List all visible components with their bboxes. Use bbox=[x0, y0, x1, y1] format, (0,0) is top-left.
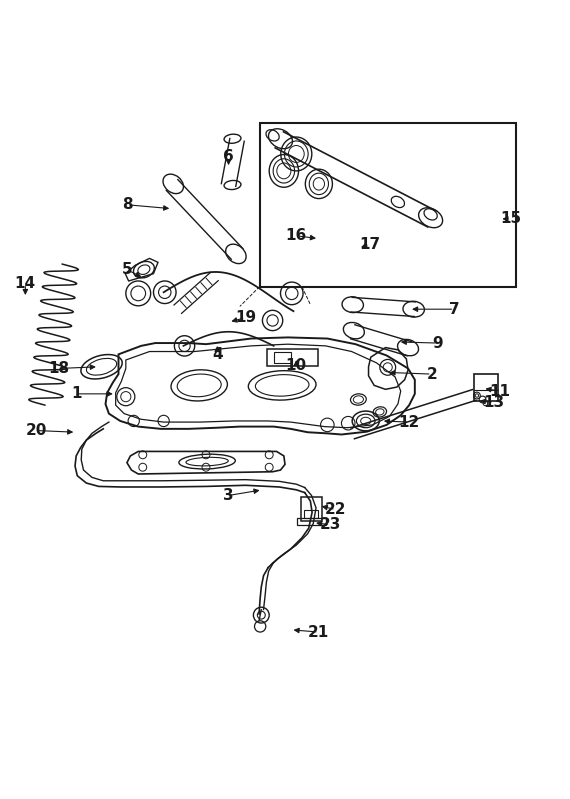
Text: 22: 22 bbox=[325, 502, 347, 517]
Text: 2: 2 bbox=[426, 367, 437, 382]
Text: 3: 3 bbox=[223, 488, 234, 503]
Text: 7: 7 bbox=[449, 302, 459, 316]
Text: 6: 6 bbox=[223, 149, 234, 165]
Text: 20: 20 bbox=[26, 423, 47, 438]
Text: 9: 9 bbox=[432, 336, 443, 351]
Text: 23: 23 bbox=[319, 517, 341, 532]
Text: 11: 11 bbox=[489, 384, 510, 399]
Text: 21: 21 bbox=[308, 625, 329, 639]
Bar bbox=[274, 352, 291, 363]
Text: 15: 15 bbox=[500, 212, 522, 226]
Bar bbox=[301, 497, 322, 521]
Text: 1: 1 bbox=[71, 387, 82, 401]
Text: 19: 19 bbox=[235, 310, 256, 325]
Text: 8: 8 bbox=[121, 197, 132, 213]
Bar bbox=[298, 518, 325, 525]
Bar bbox=[267, 348, 317, 366]
Text: 17: 17 bbox=[359, 237, 380, 252]
Text: 12: 12 bbox=[398, 415, 420, 430]
Text: 16: 16 bbox=[286, 229, 307, 244]
Text: 4: 4 bbox=[212, 347, 222, 362]
Text: 13: 13 bbox=[483, 395, 504, 410]
Bar bbox=[304, 510, 318, 518]
Text: 14: 14 bbox=[15, 276, 36, 292]
Text: 10: 10 bbox=[286, 358, 307, 373]
Text: 5: 5 bbox=[121, 262, 132, 277]
Text: 18: 18 bbox=[48, 361, 70, 376]
Bar bbox=[259, 123, 516, 287]
Bar bbox=[474, 374, 498, 400]
